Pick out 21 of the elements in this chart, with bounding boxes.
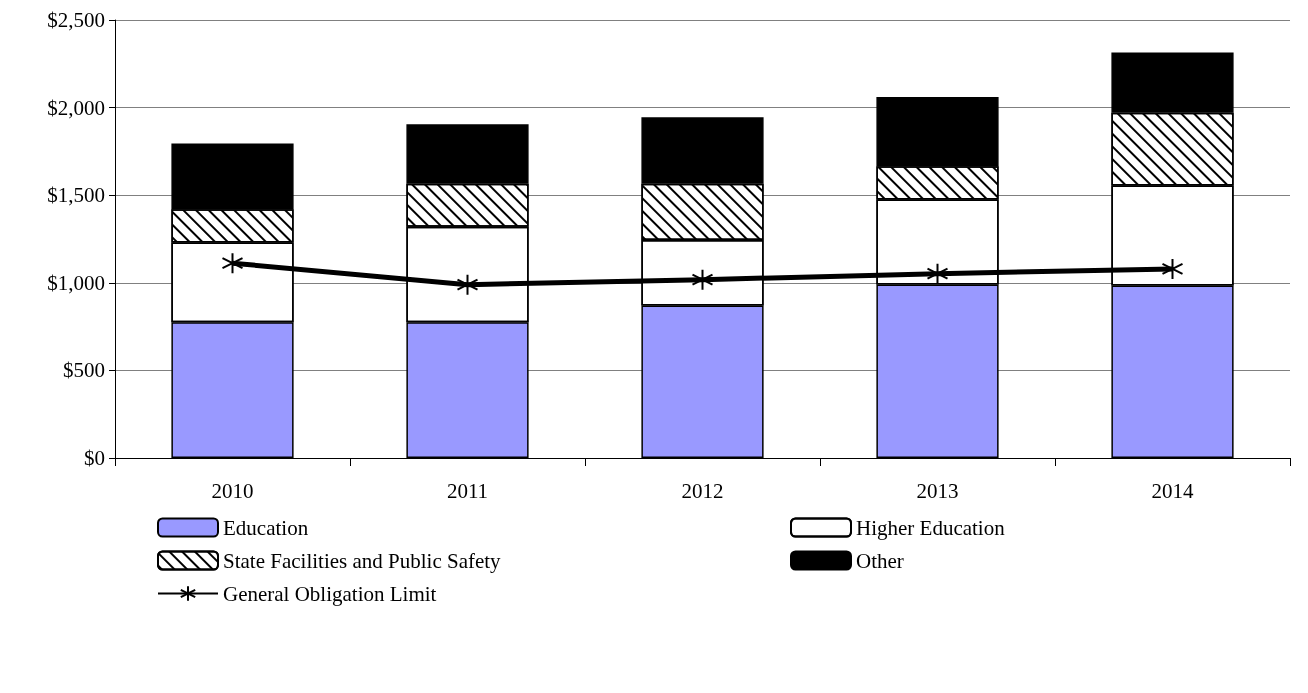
x-tick-label: 2012 (681, 478, 724, 503)
legend-label: General Obligation Limit (223, 581, 437, 606)
y-tick-label: $2,500 (47, 8, 105, 32)
y-tick-label: $500 (63, 358, 105, 383)
point (456, 273, 479, 296)
y-tick-label: $0 (84, 446, 105, 470)
point (1161, 257, 1184, 280)
legend-label: Other (856, 548, 904, 573)
y-tick-label: $2,000 (47, 95, 105, 120)
x-tick-label: 2010 (211, 478, 254, 503)
legend-label: State Facilities and Public Safety (223, 548, 502, 573)
point (691, 268, 714, 291)
x-tick-label: 2014 (1151, 478, 1194, 503)
x-tick-label: 2013 (916, 478, 959, 503)
x-tick-label: 2011 (446, 478, 489, 503)
legend-label: Higher Education (856, 515, 1006, 540)
y-tick-label: $1,500 (47, 183, 105, 208)
y-tick-label: $1,000 (47, 270, 105, 295)
legend-label: Education (223, 515, 309, 540)
point (926, 262, 949, 285)
point (221, 252, 244, 275)
